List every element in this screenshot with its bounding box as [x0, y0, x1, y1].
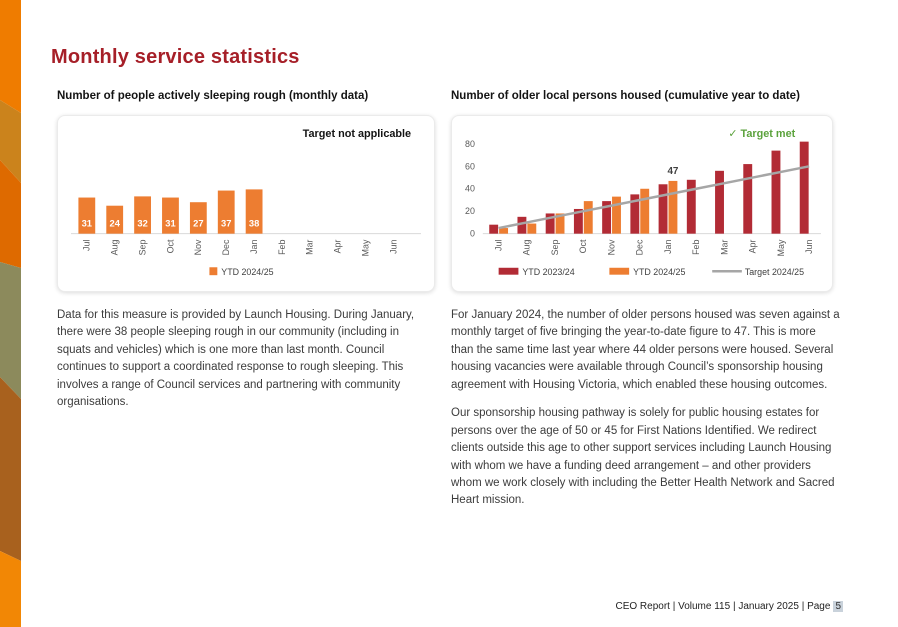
y-tick-label: 60: [465, 161, 475, 171]
legend-label: YTD 2024/25: [633, 267, 685, 277]
x-tick-label: May: [360, 239, 370, 256]
bar-value-label: 32: [137, 218, 147, 229]
bar-YTD-2024-25-Jul: [499, 227, 509, 234]
page-number: 5: [833, 601, 843, 612]
bar-YTD-2023-24-Oct: [573, 208, 583, 234]
older-persons-section: Number of older local persons housed (cu…: [451, 90, 841, 510]
bar-YTD-2023-24-Nov: [602, 200, 612, 234]
target-line: [498, 164, 810, 230]
bar-value-label: 31: [82, 218, 92, 229]
x-tick-label: Jul: [82, 239, 92, 250]
bar-Oct: [162, 197, 179, 234]
x-tick-label: Jul: [493, 239, 503, 250]
left-body-text: Data for this measure is provided by Lau…: [57, 308, 415, 409]
x-tick-label: Feb: [691, 239, 701, 254]
bar-YTD-2024-25-Aug: [527, 223, 537, 234]
left-chart-title: Number of people actively sleeping rough…: [57, 90, 369, 102]
rough-sleeping-chart: Target not applicable 31 Jul 24 Aug 32 Sep 31 Oc…: [70, 128, 421, 277]
x-tick-label: Sep: [137, 239, 147, 255]
x-tick-label: Oct: [165, 239, 175, 253]
rough-sleeping-section: Number of people actively sleeping rough…: [57, 90, 435, 412]
legend-label: Target 2024/25: [745, 267, 804, 277]
y-tick-label: 0: [470, 228, 475, 238]
x-tick-label: Mar: [305, 239, 315, 254]
bar-YTD-2023-24-Feb: [686, 179, 696, 234]
x-tick-label: Dec: [635, 239, 645, 255]
x-tick-label: Apr: [333, 239, 343, 253]
x-tick-label: Feb: [277, 239, 287, 254]
x-tick-label: Aug: [522, 239, 532, 255]
bar-Sep: [134, 196, 151, 234]
target-status-label: Target not applicable: [303, 128, 411, 140]
x-tick-label: Mar: [719, 239, 729, 254]
left-chart-panel: Target not applicable 31 Jul 24 Aug 32 Sep 31 Oc…: [57, 114, 435, 292]
x-tick-label: May: [776, 239, 786, 256]
bar-value-label: 38: [249, 218, 259, 229]
legend-swatch: [609, 267, 630, 275]
right-chart-panel: ✓ Target met 0 20 40 60 80 Jul Aug Sep Oct Nov Dec J…: [451, 114, 833, 292]
bar-YTD-2023-24-Dec: [630, 194, 640, 234]
strip-segment: [0, 100, 21, 183]
bar-value-label: 31: [165, 218, 175, 229]
bar-YTD-2024-25-Dec: [640, 188, 650, 234]
x-tick-label: Nov: [606, 239, 616, 255]
bar-Jul: [78, 197, 96, 234]
bar-value-label: 24: [109, 218, 120, 229]
bar-YTD-2024-25-Jan: [668, 180, 678, 234]
page-title: Monthly service statistics: [51, 46, 300, 68]
strip-segment: [0, 160, 21, 268]
strip-segment: [0, 0, 21, 113]
bar-Aug: [106, 205, 124, 234]
bar-YTD-2024-25-Nov: [612, 196, 621, 234]
footer-text: CEO Report | Volume 115 | January 2025 |…: [615, 601, 831, 612]
y-tick-label: 80: [465, 139, 475, 149]
x-tick-label: Jun: [388, 239, 398, 253]
target-status-label: ✓ Target met: [728, 128, 795, 140]
bar-YTD-2023-24-Sep: [545, 213, 555, 234]
bar-YTD-2023-24-Aug: [517, 216, 527, 234]
legend-label: YTD 2023/24: [522, 267, 574, 277]
bar-YTD-2023-24-Jul: [489, 224, 499, 234]
x-tick-label: Sep: [550, 239, 560, 255]
x-tick-label: Jan: [663, 239, 673, 253]
right-body-text-2: Our sponsorship housing pathway is solel…: [451, 407, 835, 507]
decorative-edge-strip: [0, 0, 21, 627]
bar-Jan: [245, 189, 263, 234]
x-tick-label: Jan: [249, 239, 259, 253]
bar-value-label: 37: [221, 218, 231, 229]
strip-segment: [0, 551, 21, 627]
bar-YTD-2023-24-May: [771, 150, 781, 234]
bar-YTD-2023-24-Mar: [715, 170, 724, 234]
point-value-label: 47: [667, 166, 678, 177]
y-tick-label: 40: [465, 184, 475, 194]
right-chart-title: Number of older local persons housed (cu…: [451, 90, 800, 102]
strip-segment: [0, 377, 21, 561]
bar-YTD-2023-24-Apr: [743, 163, 753, 234]
strip-segment: [0, 262, 21, 399]
x-tick-label: Dec: [221, 239, 231, 255]
bar-YTD-2023-24-Jun: [799, 141, 809, 234]
x-tick-label: Jun: [804, 239, 814, 253]
bar-YTD-2024-25-Oct: [583, 200, 593, 234]
bar-Dec: [217, 190, 235, 234]
right-body-text-1: For January 2024, the number of older pe…: [451, 308, 840, 391]
bar-value-label: 27: [193, 218, 203, 229]
bar-Nov: [189, 202, 207, 234]
x-tick-label: Apr: [748, 239, 758, 253]
bar-YTD-2024-25-Sep: [555, 213, 565, 234]
legend-swatch: [209, 267, 218, 275]
x-tick-label: Nov: [193, 239, 203, 255]
x-tick-label: Oct: [578, 239, 588, 253]
y-tick-label: 20: [465, 206, 475, 216]
legend-label: YTD 2024/25: [221, 267, 273, 277]
page-footer: CEO Report | Volume 115 | January 2025 |…: [615, 601, 843, 612]
bar-YTD-2023-24-Jan: [658, 184, 668, 234]
x-tick-label: Aug: [110, 239, 120, 255]
older-persons-chart: ✓ Target met 0 20 40 60 80 Jul Aug Sep Oct Nov Dec J…: [465, 128, 821, 277]
legend-swatch: [498, 267, 519, 275]
